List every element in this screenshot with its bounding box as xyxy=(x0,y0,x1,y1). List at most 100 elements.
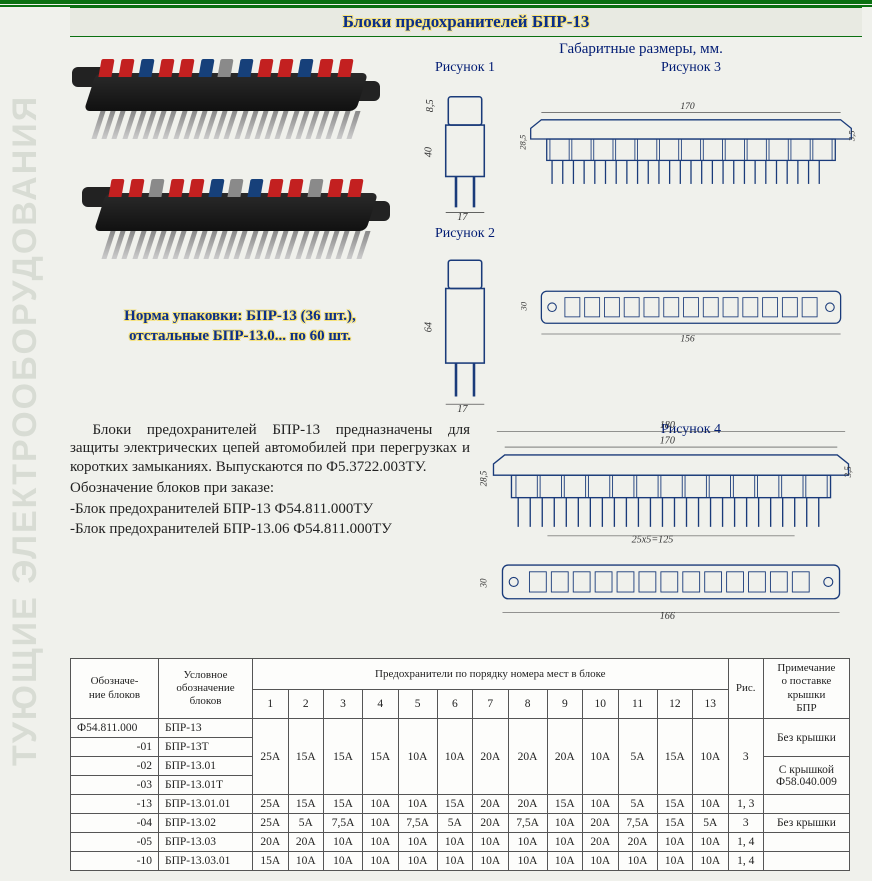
td-fuse: 10А xyxy=(324,833,363,852)
packaging-note-line1: Норма упаковки: БПР-13 (36 шт.), xyxy=(70,307,410,327)
td-fig: 1, 4 xyxy=(728,833,763,852)
td-fuse: 10А xyxy=(693,852,728,871)
svg-text:28,5: 28,5 xyxy=(520,134,527,150)
td-fuse: 20А xyxy=(253,833,288,852)
fuse-table-wrap: Обозначе- ние блоков Условное обозначени… xyxy=(70,658,862,871)
top-border-bar xyxy=(0,0,872,4)
td-fig: 3 xyxy=(728,814,763,833)
td-fuse: 10А xyxy=(547,833,582,852)
dimensions-heading: Габаритные размеры, мм. xyxy=(420,41,862,58)
th-cond-designation: Условное обозначение блоков xyxy=(158,659,252,719)
td-note: Без крышки xyxy=(763,814,849,833)
td-fuse: 10А xyxy=(437,852,472,871)
th-place-2: 2 xyxy=(288,690,323,719)
desc-p1: Блоки предохранителей БПР-13 предназначе… xyxy=(70,421,470,477)
td-fuse: 15А xyxy=(657,795,692,814)
figure1-label: Рисунок 1 xyxy=(420,60,510,76)
td-name: БПР-13.01 xyxy=(158,757,252,776)
td-fuse: 20А xyxy=(618,833,657,852)
td-fuse: 10А xyxy=(288,852,323,871)
th-place-10: 10 xyxy=(583,690,618,719)
td-fuse: 7,5А xyxy=(324,814,363,833)
td-fuse: 20А xyxy=(583,833,618,852)
figure4-column: 180 170 3,5 28,5 25x5=125 30 166 xyxy=(480,415,862,649)
td-fuse: 5А xyxy=(288,814,323,833)
page-content: Блоки предохранителей БПР-13 Норм xyxy=(0,7,872,881)
td-name: БПР-13 xyxy=(158,719,252,738)
th-place-5: 5 xyxy=(398,690,437,719)
td-fuse: 10А xyxy=(473,852,508,871)
fuse-block-render-2 xyxy=(86,167,386,277)
packaging-note: Норма упаковки: БПР-13 (36 шт.), отсталь… xyxy=(70,307,410,346)
td-fuse: 10А xyxy=(363,814,398,833)
th-designation: Обозначе- ние блоков xyxy=(71,659,159,719)
td-fuse: 10А xyxy=(363,852,398,871)
td-name: БПР-13.02 xyxy=(158,814,252,833)
td-fuse: 15А xyxy=(288,795,323,814)
td-note: С крышкойФ58.040.009 xyxy=(763,757,849,795)
svg-text:166: 166 xyxy=(660,611,675,622)
th-place-1: 1 xyxy=(253,690,288,719)
td-fuse: 10А xyxy=(508,833,547,852)
td-fuse: 10А xyxy=(398,833,437,852)
svg-text:28,5: 28,5 xyxy=(480,470,489,486)
svg-text:30: 30 xyxy=(520,302,528,312)
td-fuse: 20А xyxy=(547,719,582,795)
td-fuse: 10А xyxy=(437,833,472,852)
description-block: Блоки предохранителей БПР-13 предназначе… xyxy=(70,421,470,542)
svg-text:30: 30 xyxy=(480,578,489,588)
svg-text:8,5: 8,5 xyxy=(425,99,436,112)
td-name: БПР-13.03.01 xyxy=(158,852,252,871)
desc-p3: -Блок предохранителей БПР-13 Ф54.811.000… xyxy=(70,500,470,519)
svg-text:40: 40 xyxy=(424,147,435,157)
th-place-9: 9 xyxy=(547,690,582,719)
td-fig: 3 xyxy=(728,719,763,795)
td-fuse: 10А xyxy=(693,795,728,814)
td-code: -04 xyxy=(71,814,159,833)
td-fuse: 25А xyxy=(253,795,288,814)
td-code: -10 xyxy=(71,852,159,871)
desc-p4: -Блок предохранителей БПР-13.06 Ф54.811.… xyxy=(70,520,470,539)
td-fuse: 10А xyxy=(547,814,582,833)
td-fuse: 5А xyxy=(693,814,728,833)
figure4-diagram: 180 170 3,5 28,5 25x5=125 30 166 xyxy=(480,419,862,644)
th-note: Примечание о поставке крышки БПР xyxy=(763,659,849,719)
figure2-label: Рисунок 2 xyxy=(420,226,510,242)
td-fuse: 15А xyxy=(324,719,363,795)
fuse-block-render-1 xyxy=(76,47,376,157)
td-fuse: 5А xyxy=(618,795,657,814)
th-place-12: 12 xyxy=(657,690,692,719)
th-fuses-span: Предохранители по порядку номера мест в … xyxy=(253,659,728,690)
td-fuse: 15А xyxy=(363,719,398,795)
diagram-column: Габаритные размеры, мм. Рисунок 1 8,5 40… xyxy=(420,41,862,415)
td-fuse: 10А xyxy=(398,852,437,871)
td-fuse: 20А xyxy=(583,814,618,833)
th-place-3: 3 xyxy=(324,690,363,719)
td-fuse: 10А xyxy=(324,852,363,871)
td-fig: 1, 3 xyxy=(728,795,763,814)
figure3-diagram: 170 3,5 28,5 xyxy=(520,76,862,238)
td-fuse: 10А xyxy=(583,719,618,795)
td-fuse: 20А xyxy=(473,719,508,795)
td-code: -13 xyxy=(71,795,159,814)
td-fuse: 10А xyxy=(363,833,398,852)
td-code: Ф54.811.000 xyxy=(71,719,159,738)
photo-column: Норма упаковки: БПР-13 (36 шт.), отсталь… xyxy=(70,41,410,415)
td-fuse: 10А xyxy=(363,795,398,814)
td-fuse: 10А xyxy=(618,852,657,871)
td-fuse: 15А xyxy=(288,719,323,795)
td-fuse: 15А xyxy=(253,852,288,871)
td-fuse: 10А xyxy=(657,852,692,871)
td-code: -05 xyxy=(71,833,159,852)
td-fuse: 7,5А xyxy=(618,814,657,833)
td-fuse: 10А xyxy=(437,719,472,795)
td-note xyxy=(763,852,849,871)
td-fuse: 5А xyxy=(437,814,472,833)
th-place-4: 4 xyxy=(363,690,398,719)
td-note xyxy=(763,833,849,852)
fuse-table: Обозначе- ние блоков Условное обозначени… xyxy=(70,658,850,871)
page-title: Блоки предохранителей БПР-13 xyxy=(70,7,862,37)
td-name: БПР-13Т xyxy=(158,738,252,757)
td-fuse: 10А xyxy=(693,833,728,852)
td-fuse: 10А xyxy=(657,833,692,852)
